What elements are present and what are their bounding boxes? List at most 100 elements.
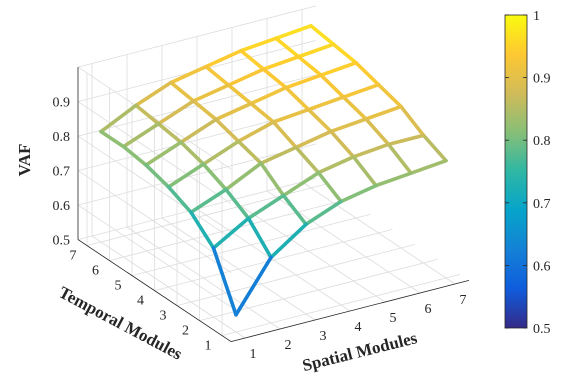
surface-edge (271, 107, 311, 124)
surface-edge (239, 36, 278, 53)
surface-edge (341, 82, 381, 99)
surface-edge (319, 73, 346, 99)
y-tick-label: 4 (137, 294, 144, 309)
x-axis-line (230, 280, 470, 342)
surface-edge (189, 210, 216, 250)
floor-gridline (109, 199, 348, 261)
surface-edge (169, 64, 208, 85)
surface-edge (281, 193, 308, 227)
surface-edge (331, 42, 358, 65)
surface-edge (259, 161, 286, 198)
surface-edge (249, 85, 288, 106)
z-tick-label: 0.6 (53, 199, 71, 214)
surface-edge (204, 48, 243, 69)
surface-edge (134, 80, 173, 108)
surface-edge (294, 129, 333, 150)
surface-edge (274, 24, 313, 41)
surface-edge (351, 155, 378, 188)
surface-edge (376, 82, 403, 109)
surface-edge (211, 246, 238, 317)
y-axis-line (77, 239, 232, 342)
surface-edge (144, 163, 171, 189)
z-tick-label: 0.7 (53, 165, 71, 180)
surface-edge (271, 120, 298, 150)
surface-edge (386, 133, 426, 147)
surface-edge (274, 36, 301, 59)
surface-edge (226, 67, 266, 87)
x-tick-label: 4 (355, 320, 362, 335)
z-tick-label: 0.9 (53, 96, 71, 111)
surface-edge (261, 54, 301, 71)
colorbar-gradient (504, 14, 528, 329)
surface-edge (169, 80, 196, 103)
surface-edge (341, 95, 368, 121)
surface-edge (399, 104, 426, 138)
surface-edge (201, 139, 241, 166)
surface-edge (281, 170, 321, 198)
colorbar: 0.5 0.6 0.7 0.8 0.9 1 (504, 9, 551, 337)
surface-edge (121, 122, 161, 149)
surface-edge (329, 129, 356, 159)
surface-edge (364, 104, 403, 121)
surface-edge (226, 83, 253, 106)
y-tick-label: 3 (160, 309, 167, 324)
surface-edge (121, 144, 148, 167)
colorbar-tick-label: 0.7 (533, 197, 551, 212)
surface-edge (189, 187, 228, 215)
surface-edge (409, 158, 448, 175)
floor-gridline (154, 229, 393, 291)
surface-edge (296, 42, 336, 59)
surface-edge (236, 139, 263, 166)
surface-edge (259, 145, 298, 166)
surface-edge (144, 140, 183, 167)
x-tick-label: 5 (390, 311, 397, 326)
surface-edge (351, 142, 391, 159)
y-tick-label: 1 (205, 339, 212, 354)
surface-edge (249, 101, 276, 124)
surface-edge (134, 103, 161, 126)
surface-edge (99, 129, 126, 149)
surface-edge (214, 117, 241, 144)
surface-edge (284, 73, 323, 90)
surface-edge (156, 122, 183, 145)
surface-edge (364, 117, 391, 147)
surface-edge (224, 161, 263, 192)
surface-edge (294, 145, 321, 175)
floor-gridline (301, 181, 456, 285)
surface-edge (261, 67, 288, 90)
surface-edge (179, 117, 218, 145)
colorbar-tick-label: 0.6 (533, 259, 551, 274)
surface-edge (166, 185, 193, 215)
surface-edge (316, 170, 343, 204)
surface-edge (201, 162, 228, 192)
surface-edge (214, 101, 253, 122)
y-tick-label: 2 (182, 324, 189, 339)
surface-edge (354, 60, 381, 87)
surface-edge (306, 107, 333, 134)
surface-edge (204, 64, 231, 87)
surface-edge (329, 117, 368, 134)
z-tick-label: 0.5 (53, 234, 71, 249)
surface-edge (211, 216, 251, 250)
surface-edge (246, 193, 286, 221)
surface-mesh (99, 24, 448, 317)
y-tick-label: 5 (115, 279, 122, 294)
surface-edge (166, 162, 206, 189)
surface-edge (386, 142, 413, 175)
surface-edge (309, 24, 336, 47)
surface-edge (191, 99, 218, 122)
x-tick-label: 2 (285, 338, 292, 353)
surface-edge (306, 95, 346, 112)
surface-edge (284, 85, 311, 112)
surface-edge (191, 83, 231, 103)
surface-edge (304, 199, 343, 227)
surface-edge (239, 48, 266, 71)
surface-edge (179, 140, 206, 166)
surface-edge (224, 187, 251, 221)
surface-edge (99, 103, 138, 134)
surface-edge (319, 60, 358, 77)
y-tick-label: 6 (92, 264, 99, 279)
surface-edge (421, 133, 448, 163)
